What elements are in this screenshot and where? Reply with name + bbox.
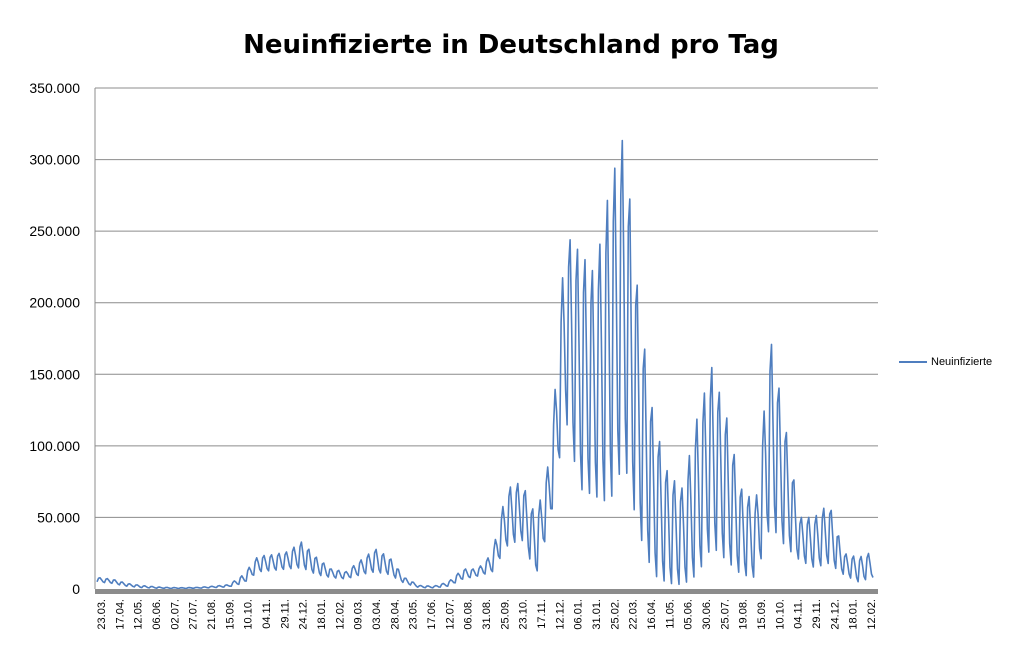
y-tick-label: 150.000 bbox=[29, 366, 80, 382]
x-tick-label: 17.04. bbox=[114, 599, 126, 630]
x-tick-label: 29.11. bbox=[811, 599, 823, 629]
x-axis-tick-labels: 23.03. 17.04. 12.05. 06.06. 02.07. 27.07. 21.0… bbox=[96, 599, 878, 630]
x-tick-label: 23.10. bbox=[518, 599, 530, 630]
y-tick-label: 350.000 bbox=[29, 80, 80, 96]
x-tick-label: 12.02. bbox=[334, 599, 346, 630]
x-tick-label: 12.05. bbox=[133, 599, 145, 630]
series-group bbox=[96, 139, 874, 590]
legend-swatch bbox=[899, 361, 927, 363]
x-tick-label: 21.08. bbox=[206, 599, 218, 630]
x-tick-label: 25.09. bbox=[499, 599, 511, 630]
series-line-neuinfizierte bbox=[96, 139, 874, 590]
x-tick-label: 06.01. bbox=[573, 599, 585, 630]
x-tick-label: 06.08. bbox=[463, 599, 475, 630]
y-tick-label: 0 bbox=[72, 581, 80, 597]
x-tick-label: 23.03. bbox=[96, 599, 108, 630]
y-tick-label: 250.000 bbox=[29, 223, 80, 239]
x-tick-label: 16.04. bbox=[646, 599, 658, 630]
x-tick-label: 28.04. bbox=[389, 599, 401, 630]
x-axis-baseline bbox=[95, 589, 878, 594]
x-tick-label: 11.05. bbox=[664, 599, 676, 629]
x-tick-label: 24.12. bbox=[298, 599, 310, 630]
gridlines bbox=[94, 87, 878, 589]
y-tick-label: 100.000 bbox=[29, 438, 80, 454]
x-tick-label: 29.11. bbox=[279, 599, 291, 629]
x-tick-label: 22.03. bbox=[628, 599, 640, 630]
x-tick-label: 25.07. bbox=[719, 599, 731, 630]
x-tick-label: 24.12. bbox=[829, 599, 841, 630]
x-tick-label: 18.01. bbox=[848, 599, 860, 630]
y-tick-label: 200.000 bbox=[29, 295, 80, 311]
chart-title: Neuinfizierte in Deutschland pro Tag bbox=[243, 30, 779, 60]
x-tick-label: 02.07. bbox=[169, 599, 181, 630]
y-tick-label: 300.000 bbox=[29, 152, 80, 168]
x-tick-label: 10.10. bbox=[774, 599, 786, 630]
y-axis-tick-labels: 0 50.000 100.000 150.000 200.000 250.000 300.0… bbox=[29, 80, 80, 597]
x-tick-label: 31.08. bbox=[481, 599, 493, 630]
x-tick-label: 17.11. bbox=[536, 599, 548, 629]
x-tick-label: 05.06. bbox=[683, 599, 695, 630]
legend-label: Neuinfizierte bbox=[931, 356, 993, 368]
x-tick-label: 06.06. bbox=[151, 599, 163, 630]
x-tick-label: 27.07. bbox=[188, 599, 200, 630]
x-tick-label: 12.07. bbox=[444, 599, 456, 630]
x-tick-label: 31.01. bbox=[591, 599, 603, 630]
x-tick-label: 19.08. bbox=[738, 599, 750, 630]
x-tick-label: 04.11. bbox=[261, 599, 273, 629]
x-tick-label: 15.09. bbox=[756, 599, 768, 630]
legend: Neuinfizierte bbox=[899, 356, 992, 368]
x-tick-label: 30.06. bbox=[701, 599, 713, 630]
x-tick-label: 25.02. bbox=[609, 599, 621, 630]
x-tick-label: 10.10. bbox=[243, 599, 255, 630]
x-tick-label: 04.11. bbox=[793, 599, 805, 629]
x-tick-label: 23.05. bbox=[408, 599, 420, 630]
y-tick-label: 50.000 bbox=[37, 509, 80, 525]
x-tick-label: 12.12. bbox=[554, 599, 566, 630]
x-tick-label: 15.09. bbox=[224, 599, 236, 630]
x-tick-label: 09.03. bbox=[353, 599, 365, 630]
x-tick-label: 12.02. bbox=[866, 599, 878, 630]
x-tick-label: 03.04. bbox=[371, 599, 383, 630]
x-tick-label: 17.06. bbox=[426, 599, 438, 630]
x-tick-label: 18.01. bbox=[316, 599, 328, 630]
